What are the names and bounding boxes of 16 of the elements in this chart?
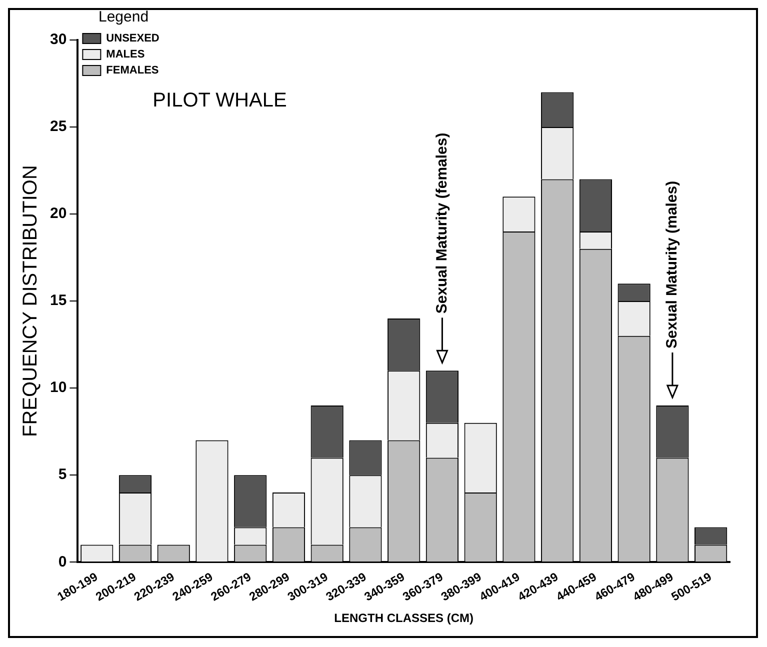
legend-label: MALES	[106, 48, 145, 61]
y-axis-title: FREQUENCY DISTRIBUTION	[20, 165, 42, 437]
text: PILOT WHALE	[152, 89, 287, 112]
legend-title: Legend	[98, 8, 149, 26]
annotation: Sexual Maturity (females)	[433, 132, 450, 314]
y-tick-label: 20	[50, 205, 67, 222]
x-axis-title: LENGTH CLASSES (CM)	[334, 611, 474, 626]
y-tick-label: 0	[58, 553, 67, 570]
legend-label: UNSEXED	[106, 32, 160, 45]
y-tick-label: 5	[58, 466, 67, 484]
y-tick-label: 10	[50, 379, 67, 396]
y-tick-label: 15	[50, 292, 67, 310]
annotation: Sexual Maturity (males)	[664, 180, 681, 348]
y-tick-label: 25	[50, 118, 67, 136]
y-tick-label: 30	[50, 31, 67, 48]
legend-label: FEMALES	[106, 64, 159, 77]
